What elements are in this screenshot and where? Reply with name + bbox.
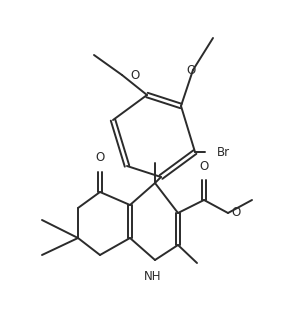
Text: O: O	[186, 63, 196, 77]
Text: O: O	[231, 206, 240, 220]
Text: Br: Br	[217, 146, 230, 158]
Text: O: O	[130, 69, 139, 81]
Text: NH: NH	[144, 270, 162, 283]
Text: O: O	[95, 151, 105, 164]
Text: O: O	[199, 160, 209, 173]
